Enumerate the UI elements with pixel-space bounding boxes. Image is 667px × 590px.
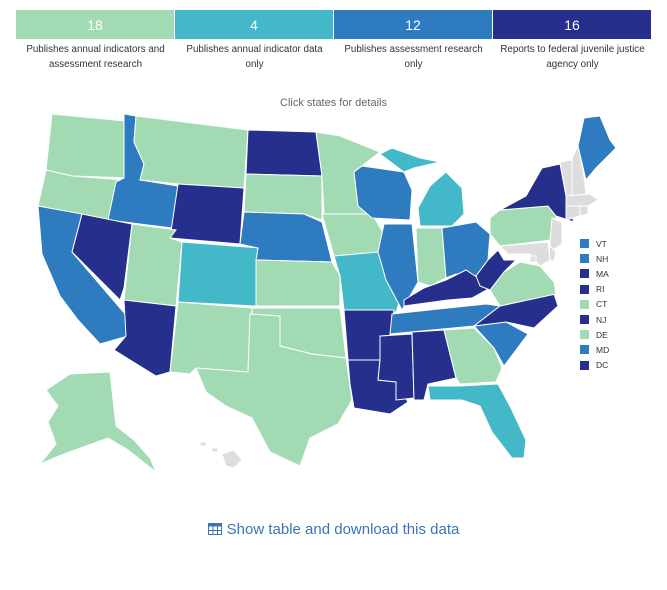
legend-count-swatch: 12	[334, 10, 493, 39]
state-in[interactable]	[415, 227, 447, 287]
state-mi[interactable]	[379, 147, 465, 227]
state-ga[interactable]	[443, 327, 503, 385]
color-swatch	[580, 360, 589, 370]
state-mt[interactable]	[133, 115, 249, 189]
us-states-map	[37, 113, 617, 473]
state-abbr: DE	[596, 329, 608, 340]
legend-item-annual-indicator-data-only[interactable]: 4 Publishes annual indicator data only	[175, 10, 334, 72]
legend-label: Publishes annual indicators and assessme…	[26, 44, 165, 70]
legend-count-swatch: 18	[16, 10, 175, 39]
color-swatch	[580, 239, 589, 249]
state-nd[interactable]	[245, 129, 323, 177]
map-hint-text: Click states for details	[280, 97, 387, 109]
state-abbr: MA	[596, 268, 609, 279]
state-abbr: VT	[596, 238, 607, 249]
state-nh[interactable]	[571, 144, 587, 197]
state-ks[interactable]	[255, 259, 341, 307]
color-swatch	[580, 284, 589, 294]
state-ia[interactable]	[321, 213, 385, 257]
small-state-vt[interactable]: VT	[580, 236, 609, 251]
state-ak[interactable]	[39, 371, 157, 473]
small-state-nh[interactable]: NH	[580, 251, 609, 266]
state-nv[interactable]	[71, 213, 133, 301]
table-icon	[207, 523, 222, 535]
state-nm[interactable]	[169, 301, 253, 375]
small-state-ma[interactable]: MA	[580, 266, 609, 281]
legend-label: Publishes assessment research only	[344, 44, 483, 70]
state-md[interactable]	[498, 241, 551, 267]
state-abbr: MD	[596, 344, 610, 355]
state-abbr: DC	[596, 360, 609, 371]
color-swatch	[580, 330, 589, 340]
small-state-ri[interactable]: RI	[580, 282, 609, 297]
state-nj[interactable]	[549, 217, 563, 253]
state-me[interactable]	[577, 115, 617, 182]
legend-count-swatch: 4	[175, 10, 334, 39]
color-swatch	[580, 254, 589, 264]
state-co[interactable]	[177, 241, 261, 307]
category-legend: 18 Publishes annual indicators and asses…	[16, 10, 652, 72]
small-state-ct[interactable]: CT	[580, 297, 609, 312]
state-abbr: NH	[596, 253, 609, 264]
state-ma[interactable]	[565, 193, 599, 207]
show-table-link[interactable]: Show table and download this data	[0, 521, 667, 538]
state-pa[interactable]	[489, 205, 557, 247]
small-state-md[interactable]: MD	[580, 342, 609, 357]
state-wi[interactable]	[353, 165, 413, 221]
small-state-nj[interactable]: NJ	[580, 312, 609, 327]
state-wy[interactable]	[169, 183, 245, 245]
legend-item-annual-indicators-and-research[interactable]: 18 Publishes annual indicators and asses…	[16, 10, 175, 72]
legend-item-assessment-research-only[interactable]: 12 Publishes assessment research only	[334, 10, 493, 72]
state-abbr: CT	[596, 299, 608, 310]
color-swatch	[580, 299, 589, 309]
state-tx[interactable]	[195, 313, 353, 467]
state-va[interactable]	[489, 261, 557, 307]
color-swatch	[580, 269, 589, 279]
legend-count-swatch: 16	[493, 10, 652, 39]
legend-label: Reports to federal juvenile justice agen…	[500, 44, 645, 70]
state-ri[interactable]	[579, 205, 589, 217]
legend-label: Publishes annual indicator data only	[186, 44, 323, 70]
state-abbr: RI	[596, 284, 605, 295]
state-hi[interactable]	[199, 441, 243, 469]
state-dc[interactable]	[529, 255, 537, 263]
legend-item-federal-reporting-only[interactable]: 16 Reports to federal juvenile justice a…	[493, 10, 652, 72]
color-swatch	[580, 345, 589, 355]
state-wv[interactable]	[475, 249, 518, 291]
state-wa[interactable]	[45, 113, 137, 179]
state-fl[interactable]	[427, 383, 527, 459]
small-states-legend: VT NH MA RI CT NJ DE MD DC	[580, 236, 609, 373]
small-state-de[interactable]: DE	[580, 327, 609, 342]
color-swatch	[580, 315, 589, 325]
state-abbr: NJ	[596, 314, 607, 325]
state-ct[interactable]	[565, 205, 581, 221]
state-il[interactable]	[377, 223, 419, 312]
small-state-dc[interactable]: DC	[580, 358, 609, 373]
show-table-label: Show table and download this data	[226, 521, 460, 538]
state-az[interactable]	[113, 299, 177, 377]
state-sd[interactable]	[243, 173, 323, 221]
